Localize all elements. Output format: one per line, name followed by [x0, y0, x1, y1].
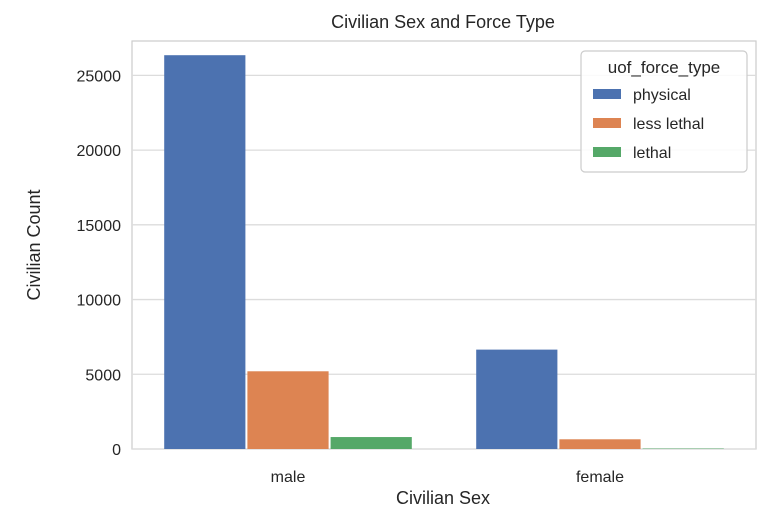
- y-tick-label: 15000: [77, 218, 122, 235]
- y-tick-labels: 0 5000 10000 15000 20000 25000: [77, 68, 122, 459]
- y-tick-label: 25000: [77, 68, 122, 85]
- y-tick-label: 20000: [77, 143, 122, 160]
- y-tick-label: 0: [112, 442, 121, 459]
- x-tick-labels: male female: [271, 469, 624, 486]
- chart-title: Civilian Sex and Force Type: [331, 12, 555, 32]
- legend: uof_force_type physical less lethal lethal: [580, 50, 748, 173]
- legend-title: uof_force_type: [608, 58, 720, 77]
- y-tick-label: 10000: [77, 293, 122, 310]
- legend-swatch-lethal: [593, 147, 621, 157]
- legend-swatch-physical: [593, 89, 621, 99]
- bar-less-lethal-female: [559, 439, 641, 449]
- legend-swatch-less-lethal: [593, 118, 621, 128]
- legend-label: less lethal: [633, 116, 704, 133]
- y-axis-label: Civilian Count: [24, 189, 44, 300]
- x-axis-label: Civilian Sex: [396, 488, 490, 508]
- legend-label: physical: [633, 87, 691, 104]
- y-tick-label: 5000: [85, 367, 121, 384]
- legend-label: lethal: [633, 145, 671, 162]
- bar-lethal-male: [330, 437, 412, 449]
- x-tick-label: male: [271, 469, 306, 486]
- bar-physical-female: [476, 349, 558, 449]
- bars: [164, 55, 724, 449]
- bar-physical-male: [164, 55, 246, 449]
- bar-less-lethal-male: [247, 371, 329, 449]
- legend-frame: [580, 50, 748, 173]
- x-tick-label: female: [576, 469, 624, 486]
